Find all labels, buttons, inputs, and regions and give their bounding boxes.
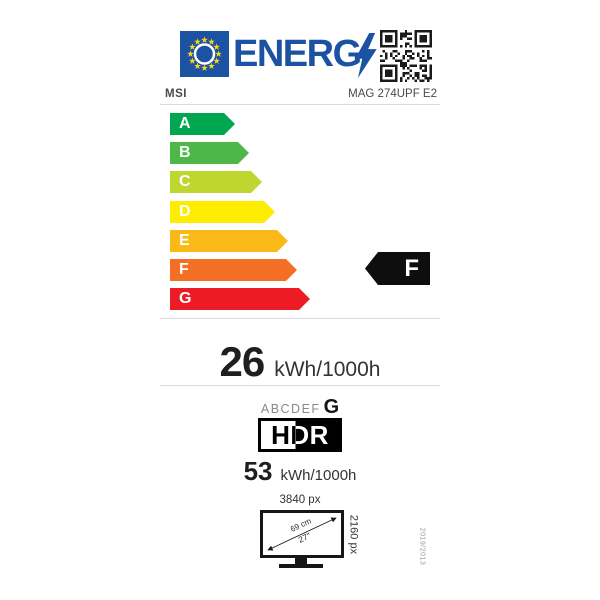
- energy-label: ENERG MSI MAG 274UPF E2 A B C D E F G F …: [160, 28, 440, 588]
- hdr-consumption: 53 kWh/1000h: [160, 456, 440, 487]
- brand-name: MSI: [165, 88, 187, 100]
- hdr-logo-text: HDR: [271, 420, 329, 450]
- sdr-unit: kWh/1000h: [274, 358, 381, 381]
- qr-code-icon: [380, 30, 432, 82]
- energy-class-arrow-g: G: [170, 288, 310, 310]
- energy-class-arrow-b: B: [170, 142, 249, 164]
- energy-class-label-a: A: [179, 115, 191, 132]
- brand-row: MSI MAG 274UPF E2: [165, 88, 437, 100]
- hdr-class-scale: ABCDEF G: [160, 396, 440, 419]
- energy-class-arrow-f: F: [170, 259, 297, 281]
- hdr-unit: kWh/1000h: [280, 467, 357, 484]
- diagonal-cm-label: 69 cm: [289, 516, 313, 534]
- hdr-logo: HDR: [258, 418, 342, 452]
- energy-class-label-g: G: [179, 290, 192, 307]
- horizontal-resolution: 3840 px: [279, 494, 321, 506]
- model-name: MAG 274UPF E2: [348, 88, 437, 100]
- energy-class-arrow-d: D: [170, 201, 275, 223]
- energ-logo-text: ENERG: [233, 33, 362, 75]
- energy-class-label-c: C: [179, 173, 191, 190]
- regulation-number: 2019/2013: [418, 527, 426, 566]
- diagonal-arrow: [267, 517, 337, 551]
- energy-class-label-b: B: [179, 144, 191, 161]
- divider: [160, 104, 440, 105]
- hdr-value: 53: [243, 456, 273, 486]
- energy-class-label-d: D: [179, 203, 191, 220]
- hdr-scale-letters: ABCDEF: [260, 402, 321, 416]
- energy-class-label-e: E: [179, 232, 190, 249]
- energy-class-label-f: F: [179, 261, 189, 278]
- lightning-bolt-icon: [355, 33, 377, 78]
- hdr-rating-letter: G: [323, 396, 340, 418]
- sdr-consumption: 26 kWh/1000h: [160, 338, 440, 386]
- eu-flag-icon: [180, 31, 229, 77]
- energy-class-arrow-c: C: [170, 171, 262, 193]
- monitor-stand-post: [295, 558, 307, 564]
- divider: [160, 385, 440, 386]
- energy-class-arrow-a: A: [170, 113, 235, 135]
- rating-arrow: F: [365, 252, 430, 285]
- monitor-stand-base: [279, 564, 323, 568]
- energy-class-arrow-e: E: [170, 230, 288, 252]
- diagonal-inch-label: 27'': [297, 530, 313, 545]
- sdr-value: 26: [219, 338, 266, 385]
- monitor-icon: 69 cm 27'': [260, 510, 344, 558]
- vertical-resolution: 2160 px: [347, 514, 360, 555]
- rating-letter: F: [404, 255, 419, 282]
- divider: [160, 318, 440, 319]
